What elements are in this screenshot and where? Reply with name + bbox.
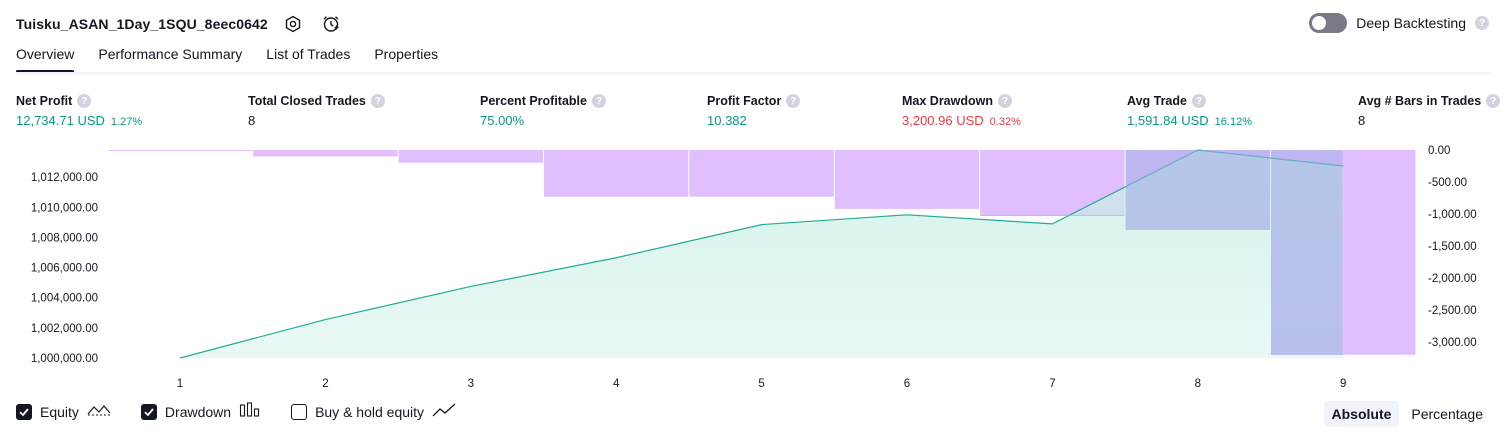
buy-hold-line-icon bbox=[432, 402, 456, 421]
x-axis-tick-label: 5 bbox=[758, 378, 764, 390]
metric-max-drawdown: Max Drawdown? 3,200.96 USD 0.32% bbox=[902, 94, 1021, 128]
metric-value: 3,200.96 USD bbox=[902, 113, 984, 128]
deep-backtesting-label: Deep Backtesting bbox=[1356, 15, 1466, 31]
drawdown-overlap bbox=[1271, 150, 1343, 355]
x-axis-tick-label: 8 bbox=[1195, 378, 1201, 390]
percentage-button[interactable]: Percentage bbox=[1411, 406, 1483, 422]
tab-overview[interactable]: Overview bbox=[16, 46, 75, 73]
x-axis-tick-label: 7 bbox=[1049, 378, 1055, 390]
drawdown-bar bbox=[398, 150, 543, 163]
drawdown-bar bbox=[544, 150, 689, 197]
legend-equity[interactable]: Equity bbox=[16, 402, 111, 421]
strategy-header: Tuisku_ASAN_1Day_1SQU_8eec0642 bbox=[16, 10, 344, 38]
equity-line-icon bbox=[87, 402, 111, 421]
metric-label: Percent Profitable bbox=[480, 94, 587, 108]
right-axis-tick-label: 0.00 bbox=[1428, 145, 1450, 157]
metric-label: Avg Trade bbox=[1127, 94, 1187, 108]
help-icon[interactable]: ? bbox=[998, 94, 1012, 108]
metric-value: 8 bbox=[1358, 113, 1366, 128]
drawdown-overlap bbox=[980, 214, 1125, 216]
equity-area bbox=[180, 150, 1344, 358]
x-axis-tick-label: 1 bbox=[177, 378, 183, 390]
equity-checkbox[interactable] bbox=[16, 403, 32, 420]
legend-equity-label: Equity bbox=[40, 403, 79, 420]
help-icon[interactable]: ? bbox=[1191, 94, 1206, 108]
metric-value: 10.382 bbox=[707, 113, 747, 128]
metric-avg-bars-in-trades: Avg # Bars in Trades? 8 bbox=[1358, 94, 1501, 128]
left-axis-tick-label: 1,004,000.00 bbox=[31, 293, 98, 305]
tabs-divider bbox=[16, 72, 1491, 74]
metric-value: 1,591.84 USD bbox=[1127, 113, 1209, 128]
left-axis-tick-label: 1,006,000.00 bbox=[31, 263, 98, 275]
drawdown-bar bbox=[108, 150, 253, 151]
metric-value: 12,734.71 USD bbox=[16, 113, 105, 128]
metric-label: Avg # Bars in Trades bbox=[1358, 94, 1482, 108]
legend-buy-hold-label: Buy & hold equity bbox=[315, 403, 425, 420]
alert-clock-icon[interactable] bbox=[318, 11, 344, 37]
metric-profit-factor: Profit Factor? 10.382 bbox=[707, 94, 801, 128]
tabs: Overview Performance Summary List of Tra… bbox=[16, 46, 439, 73]
strategy-title: Tuisku_ASAN_1Day_1SQU_8eec0642 bbox=[16, 16, 268, 32]
drawdown-bars-icon bbox=[239, 402, 261, 421]
help-icon[interactable]: ? bbox=[591, 94, 606, 108]
metric-label: Net Profit bbox=[16, 94, 73, 108]
absolute-button[interactable]: Absolute bbox=[1323, 401, 1400, 427]
right-axis-tick-label: -500.00 bbox=[1428, 177, 1467, 189]
left-axis-tick-label: 1,002,000.00 bbox=[31, 323, 98, 335]
x-axis-tick-label: 3 bbox=[468, 378, 474, 390]
right-axis-tick-label: -3,000.00 bbox=[1428, 337, 1477, 349]
settings-gear-icon[interactable] bbox=[280, 11, 306, 37]
right-axis-tick-label: -2,500.00 bbox=[1428, 305, 1477, 317]
right-axis-tick-label: -1,500.00 bbox=[1428, 241, 1477, 253]
metric-label: Total Closed Trades bbox=[248, 94, 366, 108]
help-icon[interactable]: ? bbox=[786, 94, 801, 108]
deep-backtesting: Deep Backtesting ? bbox=[1309, 13, 1489, 33]
legend-drawdown-label: Drawdown bbox=[164, 403, 232, 420]
metric-net-profit: Net Profit? 12,734.71 USD 1.27% bbox=[16, 94, 142, 128]
right-axis-tick-label: -1,000.00 bbox=[1428, 209, 1477, 221]
x-axis-tick-label: 2 bbox=[322, 378, 328, 390]
legend-buy-hold[interactable]: Buy & hold equity bbox=[291, 402, 456, 421]
drawdown-checkbox[interactable] bbox=[140, 403, 157, 420]
tab-properties[interactable]: Properties bbox=[374, 46, 439, 62]
drawdown-overlap bbox=[1125, 150, 1270, 230]
chart-legend: Equity Drawdown Buy & hold equity bbox=[16, 402, 456, 421]
help-icon[interactable]: ? bbox=[77, 94, 92, 108]
buy-hold-checkbox[interactable] bbox=[291, 403, 308, 420]
left-axis-tick-label: 1,010,000.00 bbox=[31, 202, 98, 214]
x-axis-tick-label: 4 bbox=[613, 378, 620, 390]
tab-list-of-trades[interactable]: List of Trades bbox=[266, 46, 351, 62]
right-axis-tick-label: -2,000.00 bbox=[1428, 273, 1477, 285]
tab-performance-summary[interactable]: Performance Summary bbox=[98, 46, 243, 62]
help-icon[interactable]: ? bbox=[1475, 16, 1489, 30]
drawdown-bar bbox=[253, 150, 398, 157]
help-icon[interactable]: ? bbox=[1486, 94, 1501, 108]
metric-avg-trade: Avg Trade? 1,591.84 USD 16.12% bbox=[1127, 94, 1252, 128]
metric-value: 75.00% bbox=[480, 113, 525, 128]
equity-drawdown-chart: 1,000,000.00 1,002,000.00 1,004,000.00 1,00… bbox=[31, 145, 1477, 390]
drawdown-bar bbox=[834, 150, 980, 209]
metric-percent: 1.27% bbox=[110, 116, 143, 128]
x-axis-tick-label: 6 bbox=[904, 378, 910, 390]
metric-total-closed-trades: Total Closed Trades? 8 bbox=[248, 94, 385, 128]
legend-drawdown[interactable]: Drawdown bbox=[140, 402, 261, 421]
help-icon[interactable]: ? bbox=[370, 94, 385, 108]
metric-label: Profit Factor bbox=[707, 94, 782, 108]
deep-backtesting-toggle[interactable] bbox=[1309, 13, 1348, 33]
display-mode-switch: Absolute Percentage bbox=[1323, 401, 1492, 427]
metric-label: Max Drawdown bbox=[902, 94, 993, 108]
metric-percent: 0.32% bbox=[989, 116, 1021, 128]
left-axis-tick-label: 1,008,000.00 bbox=[31, 232, 98, 244]
metric-percent: 16.12% bbox=[1214, 116, 1252, 128]
left-axis-tick-label: 1,012,000.00 bbox=[31, 172, 98, 184]
x-axis-tick-label: 9 bbox=[1340, 378, 1346, 390]
drawdown-bar bbox=[689, 150, 834, 197]
metric-percent-profitable: Percent Profitable? 75.00% bbox=[480, 94, 606, 128]
metric-value: 8 bbox=[248, 113, 256, 128]
left-axis-tick-label: 1,000,000.00 bbox=[31, 353, 98, 365]
